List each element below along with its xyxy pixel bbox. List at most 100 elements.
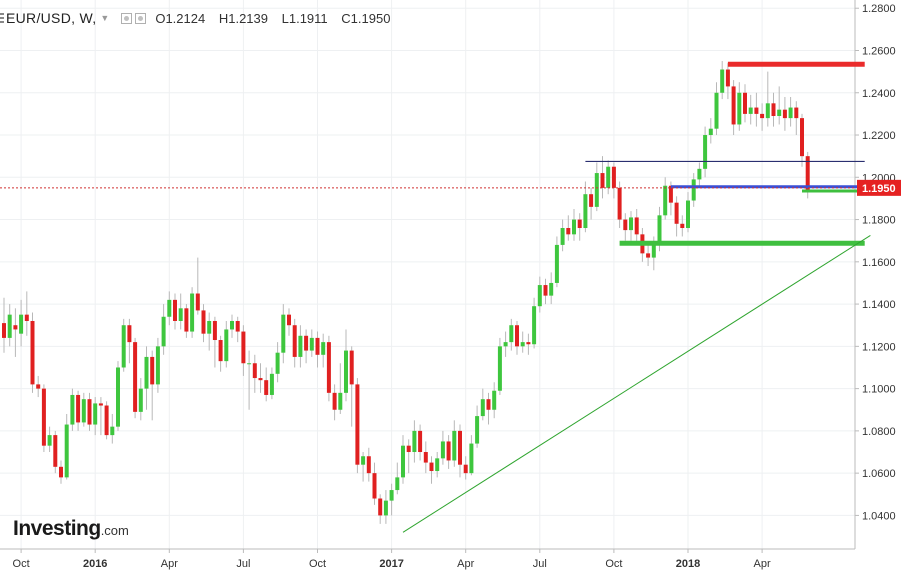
candle-body-down — [53, 435, 58, 467]
candle — [150, 350, 155, 421]
candle-body-up — [492, 390, 497, 410]
candle-body-down — [429, 462, 434, 472]
candle — [623, 213, 628, 241]
candle-body-down — [458, 430, 462, 465]
x-tick-label: 2017 — [379, 558, 403, 570]
y-tick-label: 1.1000 — [862, 384, 896, 396]
candle — [577, 213, 582, 241]
candle — [53, 430, 58, 474]
candle-body-up — [93, 403, 98, 425]
candle-body-down — [680, 223, 685, 229]
candle — [383, 490, 388, 524]
candle — [116, 361, 120, 431]
candle-body-up — [224, 329, 229, 362]
candle — [594, 162, 599, 212]
visibility-toggle-icon[interactable] — [121, 12, 133, 24]
candle-body-down — [36, 384, 41, 389]
candle-body-down — [218, 340, 223, 362]
candle-body-down — [264, 380, 269, 395]
candle — [144, 346, 149, 410]
candle-body-down — [617, 187, 622, 220]
candle — [184, 304, 189, 338]
candle — [304, 329, 309, 364]
candle — [241, 325, 246, 376]
candle — [361, 452, 366, 482]
candle — [121, 318, 126, 372]
candle — [611, 162, 616, 199]
candle — [87, 392, 92, 431]
low-value: L1.1911 — [281, 10, 328, 26]
candle-body-down — [30, 320, 35, 385]
candle — [469, 435, 474, 476]
x-tick-label: Apr — [754, 558, 771, 570]
candle-body-up — [116, 367, 120, 427]
candle — [252, 354, 257, 393]
candle — [93, 397, 98, 436]
candle — [235, 316, 240, 343]
candle — [264, 367, 269, 402]
menu-handle-icon[interactable] — [0, 13, 4, 23]
chart-legend: EUR/USD, W, ▼ O1.2124 H1.2139 L1.1911 C1… — [6, 8, 400, 28]
y-tick-label: 1.2200 — [862, 130, 896, 142]
candle — [697, 162, 702, 186]
candle — [224, 320, 229, 368]
candle-body-down — [754, 107, 759, 114]
candle-body-down — [378, 498, 383, 516]
candle-body-up — [788, 107, 793, 119]
candle-body-up — [344, 350, 348, 393]
candle-body-down — [782, 109, 787, 119]
candle-body-down — [800, 118, 804, 157]
drawn-annotation-lines[interactable] — [402, 61, 871, 533]
y-tick-label: 1.2600 — [862, 45, 896, 57]
candle-body-down — [611, 166, 616, 188]
candle — [663, 177, 668, 220]
candle-body-up — [247, 363, 252, 365]
candle-body-down — [258, 378, 263, 381]
symbol-label[interactable]: EUR/USD, W, — [6, 10, 97, 26]
candle — [782, 96, 787, 131]
candle — [178, 293, 183, 330]
candle-body-up — [560, 228, 565, 245]
candle-body-up — [737, 92, 742, 125]
candle — [777, 86, 782, 125]
candle — [195, 257, 200, 315]
y-tick-label: 1.1800 — [862, 215, 896, 227]
candle — [167, 291, 172, 326]
candle-body-up — [435, 458, 440, 472]
candle — [315, 331, 320, 368]
candle — [418, 424, 423, 461]
candle — [133, 337, 138, 419]
x-tick-label: 2016 — [83, 558, 107, 570]
candle — [554, 236, 559, 288]
candle — [366, 447, 371, 482]
candle-body-down — [104, 405, 109, 436]
candle — [30, 312, 35, 393]
candle-body-up — [765, 103, 770, 119]
close-value: C1.1950 — [341, 10, 391, 26]
candle-body-up — [748, 107, 753, 114]
candle — [765, 71, 770, 127]
candle — [583, 181, 588, 233]
candle-body-up — [269, 373, 274, 395]
candle — [19, 299, 24, 347]
candle — [560, 219, 565, 252]
candle — [526, 333, 531, 355]
chevron-down-icon[interactable]: ▼ — [100, 13, 110, 23]
candle-body-up — [549, 282, 554, 296]
candle — [600, 156, 605, 199]
settings-icon[interactable] — [135, 12, 147, 24]
candle — [2, 297, 6, 353]
candle-body-up — [452, 430, 457, 461]
candle-body-down — [98, 403, 103, 406]
candle — [497, 337, 502, 395]
candle — [703, 126, 708, 178]
candle — [720, 61, 725, 100]
candle-body-up — [161, 316, 166, 347]
candle — [629, 211, 633, 241]
candle — [81, 392, 86, 427]
x-tick-label: Oct — [309, 558, 326, 570]
candle — [207, 312, 212, 351]
candle-body-up — [110, 426, 115, 436]
candle — [566, 215, 571, 241]
